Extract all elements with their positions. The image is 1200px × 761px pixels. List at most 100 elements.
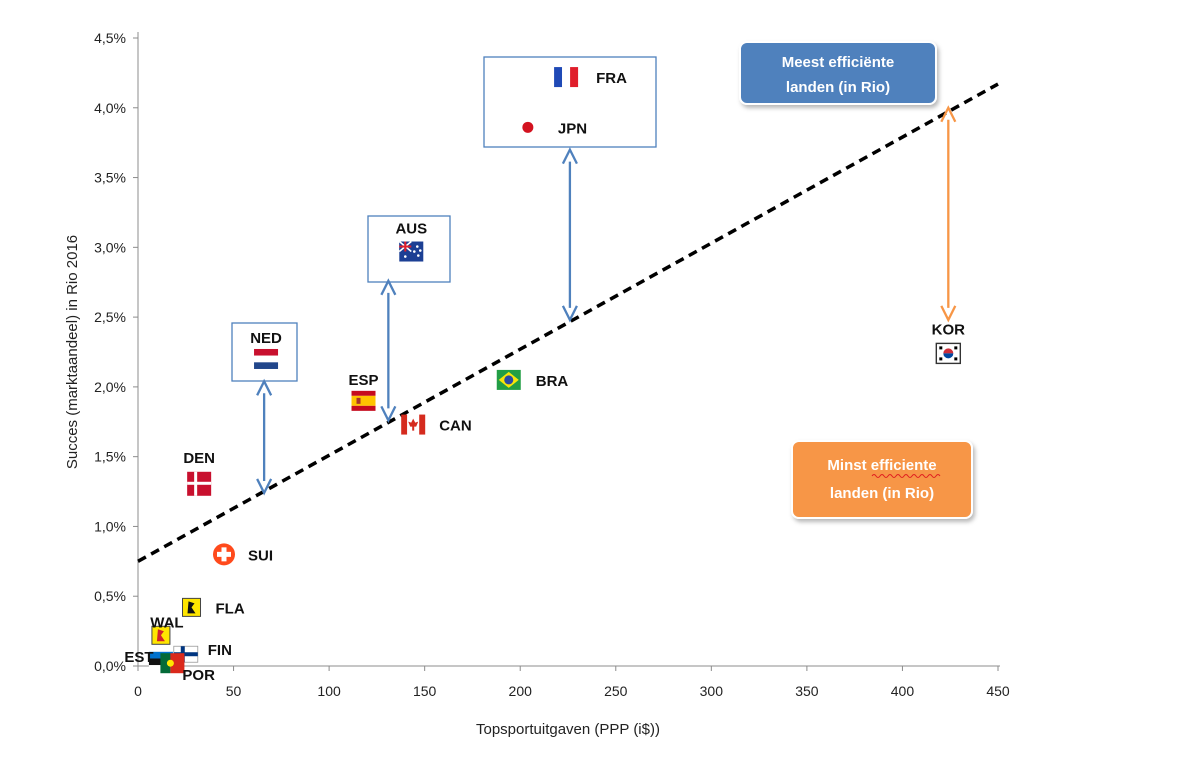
- arrow-head-top: [940, 105, 957, 123]
- x-tick-label: 50: [226, 683, 242, 699]
- point-jpn: JPN: [515, 117, 587, 138]
- country-label: SUI: [248, 547, 273, 564]
- flag-part: [408, 418, 419, 431]
- country-label: ESP: [349, 372, 379, 389]
- point-aus: AUS: [395, 221, 427, 262]
- flag-part: [943, 353, 954, 359]
- arrow-ned: [256, 378, 273, 496]
- x-tick-label: 400: [891, 683, 915, 699]
- callout-line: Minst efficiente: [827, 457, 936, 474]
- korea-flag-icon: [935, 342, 962, 365]
- switzerland-flag-icon: [213, 543, 235, 566]
- arrow-head-top: [561, 147, 578, 165]
- x-axis-title: Topsportuitgaven (PPP (i$)): [476, 721, 660, 738]
- y-tick-label: 3,0%: [94, 239, 126, 255]
- x-tick-label: 350: [795, 683, 819, 699]
- x-tick-label: 200: [509, 683, 533, 699]
- arrow-head-bottom: [561, 305, 578, 323]
- point-bra: BRA: [496, 369, 569, 390]
- flag-part: [217, 551, 231, 557]
- callout-line: landen (in Rio): [830, 485, 934, 502]
- country-label: JPN: [558, 120, 587, 137]
- country-label: FRA: [596, 70, 627, 87]
- brazil-flag-icon: [496, 369, 521, 390]
- country-label: BRA: [536, 373, 569, 390]
- y-tick-label: 2,0%: [94, 379, 126, 395]
- arrow-head-bottom: [940, 305, 957, 323]
- flag-part: [187, 601, 196, 614]
- flag-part: [356, 397, 361, 404]
- x-tick-label: 150: [413, 683, 437, 699]
- point-esp: ESP: [349, 372, 379, 411]
- arrow-head-bottom: [380, 405, 397, 423]
- x-tick-label: 100: [317, 683, 341, 699]
- callout-most-efficient: Meest efficiënte landen (in Rio): [739, 41, 937, 105]
- point-por: POR: [160, 653, 215, 684]
- country-label: FIN: [208, 642, 232, 659]
- point-ned: NED: [250, 330, 282, 369]
- flag-part: [254, 355, 279, 363]
- country-label: EST: [124, 649, 153, 666]
- flag-part: [554, 67, 563, 88]
- frame-fra-jpn: [483, 56, 657, 148]
- callout-line: Meest efficiënte: [782, 54, 895, 71]
- flag-part: [351, 405, 376, 411]
- flag-part: [939, 346, 943, 350]
- flag-part: [351, 390, 376, 396]
- netherlands-flag-icon: [254, 348, 279, 369]
- y-tick-label: 1,5%: [94, 449, 126, 465]
- point-fla: FLA: [182, 597, 245, 617]
- spellcheck-underline: [871, 474, 941, 478]
- denmark-flag-icon: [187, 471, 212, 496]
- arrow-head-top: [256, 378, 273, 396]
- country-label: WAL: [150, 614, 183, 631]
- flag-part: [401, 414, 408, 435]
- flag-part: [570, 67, 579, 88]
- frame-aus: [367, 215, 451, 283]
- flag-part: [173, 652, 198, 657]
- flag-part: [504, 375, 514, 385]
- flag-part: [151, 625, 171, 645]
- flag-part: [254, 362, 279, 369]
- point-fra: FRA: [554, 67, 627, 88]
- flag-part: [522, 121, 534, 133]
- flag-part: [418, 249, 422, 252]
- flag-part: [166, 659, 174, 667]
- arrow-kor: [940, 105, 957, 323]
- country-label: KOR: [932, 321, 966, 338]
- arrow-head-bottom: [256, 478, 273, 496]
- point-kor: KOR: [932, 321, 966, 365]
- flag-part: [351, 395, 376, 406]
- canada-flag-icon: [401, 414, 426, 435]
- country-label: FLA: [216, 600, 245, 617]
- flag-part: [954, 346, 958, 350]
- y-tick-label: 1,0%: [94, 518, 126, 534]
- flag-part: [954, 357, 958, 361]
- flag-part: [170, 653, 185, 674]
- flag-part: [160, 653, 171, 674]
- australia-flag-icon: [398, 240, 424, 262]
- country-label: DEN: [183, 450, 215, 467]
- country-label: POR: [182, 667, 215, 684]
- y-axis-title: Succes (marktaandeel) in Rio 2016: [64, 235, 81, 469]
- y-tick-label: 0,5%: [94, 588, 126, 604]
- callout-box: [791, 440, 973, 519]
- france-flag-icon: [554, 67, 579, 88]
- flag-part: [935, 342, 962, 365]
- country-label: AUS: [395, 221, 427, 238]
- x-tick-label: 250: [604, 683, 628, 699]
- flag-part: [156, 629, 165, 642]
- country-label: NED: [250, 330, 282, 347]
- point-can: CAN: [401, 414, 472, 435]
- y-tick-label: 4,0%: [94, 100, 126, 116]
- flag-part: [412, 250, 416, 253]
- portugal-flag-icon: [160, 653, 185, 674]
- arrow-jpn: [561, 147, 578, 323]
- callout-line: landen (in Rio): [786, 79, 890, 96]
- flag-part: [419, 414, 426, 435]
- y-tick-label: 0,0%: [94, 658, 126, 674]
- spain-flag-icon: [351, 390, 376, 411]
- arrow-aus: [380, 278, 397, 423]
- y-tick-label: 4,5%: [94, 30, 126, 46]
